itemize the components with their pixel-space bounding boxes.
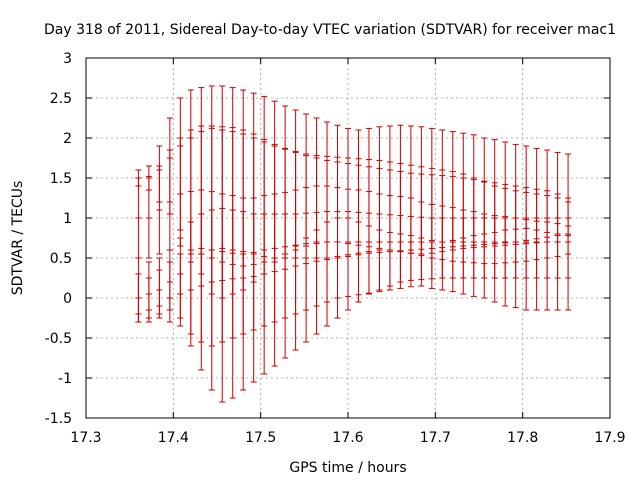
y-tick-label: -0.5 [45,331,72,347]
x-tick-label: 17.4 [158,430,189,446]
y-tick-label: 0 [63,291,72,307]
chart-title: Day 318 of 2011, Sidereal Day-to-day VTE… [44,22,616,38]
x-tick-label: 17.3 [70,430,101,446]
error-series-d [135,233,572,347]
x-tick-label: 17.8 [507,430,538,446]
error-bars [135,85,572,403]
y-tick-label: 2 [63,131,72,147]
y-tick-label: 1.5 [50,171,72,187]
y-tick-label: 2.5 [50,91,72,107]
y-tick-labels: -1.5 -1 -0.5 0 0.5 1 1.5 2 2.5 3 [45,51,72,427]
y-axis-label: SDTVAR / TECUs [10,181,26,296]
x-tick-label: 17.6 [332,430,363,446]
error-series-b [135,125,572,267]
x-tick-label: 17.9 [594,430,625,446]
y-tick-label: 3 [63,51,72,67]
error-series-a [135,85,572,299]
x-axis-label: GPS time / hours [289,460,406,476]
x-tick-label: 17.5 [245,430,276,446]
error-series-c [135,207,572,403]
x-tick-labels: 17.3 17.4 17.5 17.6 17.7 17.8 17.9 [70,430,625,446]
y-tick-label: 0.5 [50,251,72,267]
x-tick-label: 17.7 [420,430,451,446]
plot-frame [85,57,611,419]
y-tick-label: 1 [63,211,72,227]
y-tick-label: -1.5 [45,411,72,427]
y-tick-label: -1 [58,371,72,387]
